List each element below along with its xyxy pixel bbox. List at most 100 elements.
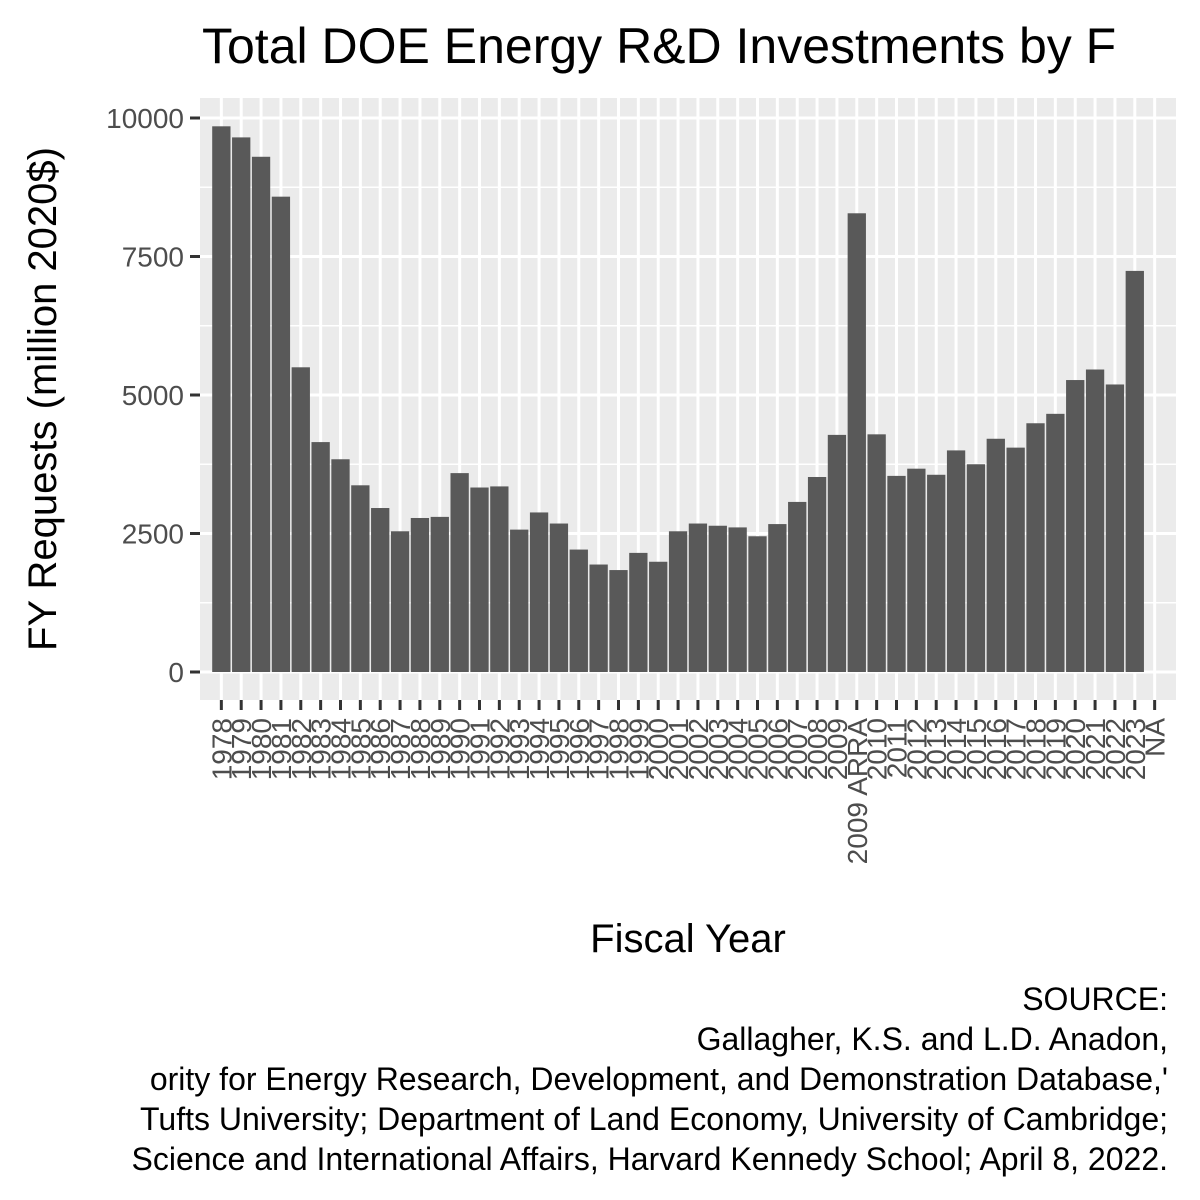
x-tick-label: 1994 [524, 718, 555, 780]
bar [589, 564, 608, 672]
x-tick-label: 1999 [623, 718, 654, 780]
caption-line: Gallagher, K.S. and L.D. Anadon, [697, 1021, 1168, 1057]
bar [271, 196, 291, 672]
x-tick-label: 1980 [246, 718, 277, 780]
x-tick-label: 1997 [584, 718, 615, 780]
x-tick-label: 2001 [663, 718, 694, 780]
bar [450, 473, 469, 672]
bar [1105, 384, 1125, 672]
bar [232, 137, 251, 672]
y-tick-label: 7500 [122, 242, 184, 273]
bar [986, 438, 1005, 672]
x-tick-label: 1989 [425, 718, 456, 780]
x-tick-label: 1985 [345, 718, 376, 780]
bar [212, 126, 231, 672]
x-tick-label: 2015 [961, 718, 992, 780]
x-tick-label: 2004 [723, 718, 754, 780]
x-axis-title: Fiscal Year [590, 917, 786, 961]
x-tick-label: NA [1140, 718, 1171, 757]
x-tick-label: 2017 [1001, 718, 1032, 780]
x-tick-label: 2010 [862, 718, 893, 780]
caption-line: Tufts University; Department of Land Eco… [140, 1101, 1168, 1137]
y-axis-title: FY Requests (million 2020$) [21, 147, 65, 651]
bar [410, 517, 430, 672]
bar [867, 434, 886, 672]
bar [430, 516, 449, 672]
bars [212, 126, 1144, 672]
x-tick-label: 2008 [802, 718, 833, 780]
x-tick-label: 2021 [1080, 718, 1111, 780]
x-tick-label: 2012 [901, 718, 932, 780]
y-tick-label: 5000 [122, 380, 184, 411]
caption-line: Science and International Affairs, Harva… [132, 1141, 1169, 1177]
bar [251, 156, 271, 672]
bar [768, 524, 787, 672]
x-tick-label: 1998 [603, 718, 634, 780]
bar [529, 512, 549, 672]
x-tick-label: 1983 [306, 718, 337, 780]
bar [668, 531, 688, 672]
bar [510, 529, 529, 672]
y-tick-label: 0 [168, 657, 184, 688]
caption-line: ority for Energy Research, Development, … [150, 1061, 1168, 1097]
x-tick-label: 1995 [544, 718, 575, 780]
bar [788, 501, 807, 672]
x-tick-label: 2016 [981, 718, 1012, 780]
x-tick-label: 1988 [405, 718, 436, 780]
chart-title: Total DOE Energy R&D Investments by F [202, 18, 1116, 74]
bar [291, 367, 310, 672]
x-tick-label: 2020 [1060, 718, 1091, 780]
x-tick-label: 2022 [1100, 718, 1131, 780]
y-axis: 0 2500 5000 7500 10000 [106, 103, 200, 688]
bar [748, 536, 767, 672]
bar [1125, 270, 1144, 672]
bar [351, 485, 370, 672]
bar [490, 486, 509, 672]
bar [549, 523, 569, 672]
bar [609, 570, 628, 672]
x-tick-label: 1978 [206, 718, 237, 780]
x-tick-label: 1990 [445, 718, 476, 780]
bar [1026, 423, 1045, 672]
bar [1046, 413, 1065, 672]
x-tick-label: 2014 [941, 718, 972, 780]
x-tick-label: 2007 [782, 718, 813, 780]
x-tick-label: 2002 [683, 718, 714, 780]
bar [331, 459, 350, 672]
bar [708, 525, 727, 672]
x-tick-label: 1996 [564, 718, 595, 780]
bar [1006, 447, 1025, 672]
x-tick-label: 1979 [226, 718, 257, 780]
bar [1066, 380, 1085, 672]
x-tick-label: 1984 [325, 718, 356, 780]
x-tick-label: 2009 [822, 718, 853, 780]
bar [371, 508, 390, 672]
bar [311, 442, 330, 672]
caption: SOURCE: Gallagher, K.S. and L.D. Anadon,… [132, 981, 1169, 1177]
x-tick-label: 2018 [1021, 718, 1052, 780]
x-tick-label: 1987 [385, 718, 416, 780]
x-tick-label: 2013 [921, 718, 952, 780]
x-tick-label: 1991 [464, 718, 495, 780]
bar [649, 561, 668, 672]
x-tick-label: 1993 [504, 718, 535, 780]
x-tick-label: 2000 [643, 718, 674, 780]
bar [887, 475, 906, 672]
bar [807, 476, 827, 672]
x-tick-label: 2006 [762, 718, 793, 780]
caption-line: SOURCE: [1022, 981, 1168, 1017]
x-tick-label: 1986 [365, 718, 396, 780]
bar [688, 523, 708, 672]
bar [946, 450, 966, 672]
x-tick-label: 2005 [743, 718, 774, 780]
x-tick-label: 2019 [1040, 718, 1071, 780]
bar [907, 468, 926, 672]
bar [1085, 369, 1105, 672]
bar [927, 474, 946, 672]
bar [847, 213, 866, 672]
bar [966, 464, 986, 672]
x-axis: 1978197919801981198219831984198519861987… [206, 700, 1171, 864]
bar [470, 487, 489, 672]
x-tick-label: 1992 [484, 718, 515, 780]
